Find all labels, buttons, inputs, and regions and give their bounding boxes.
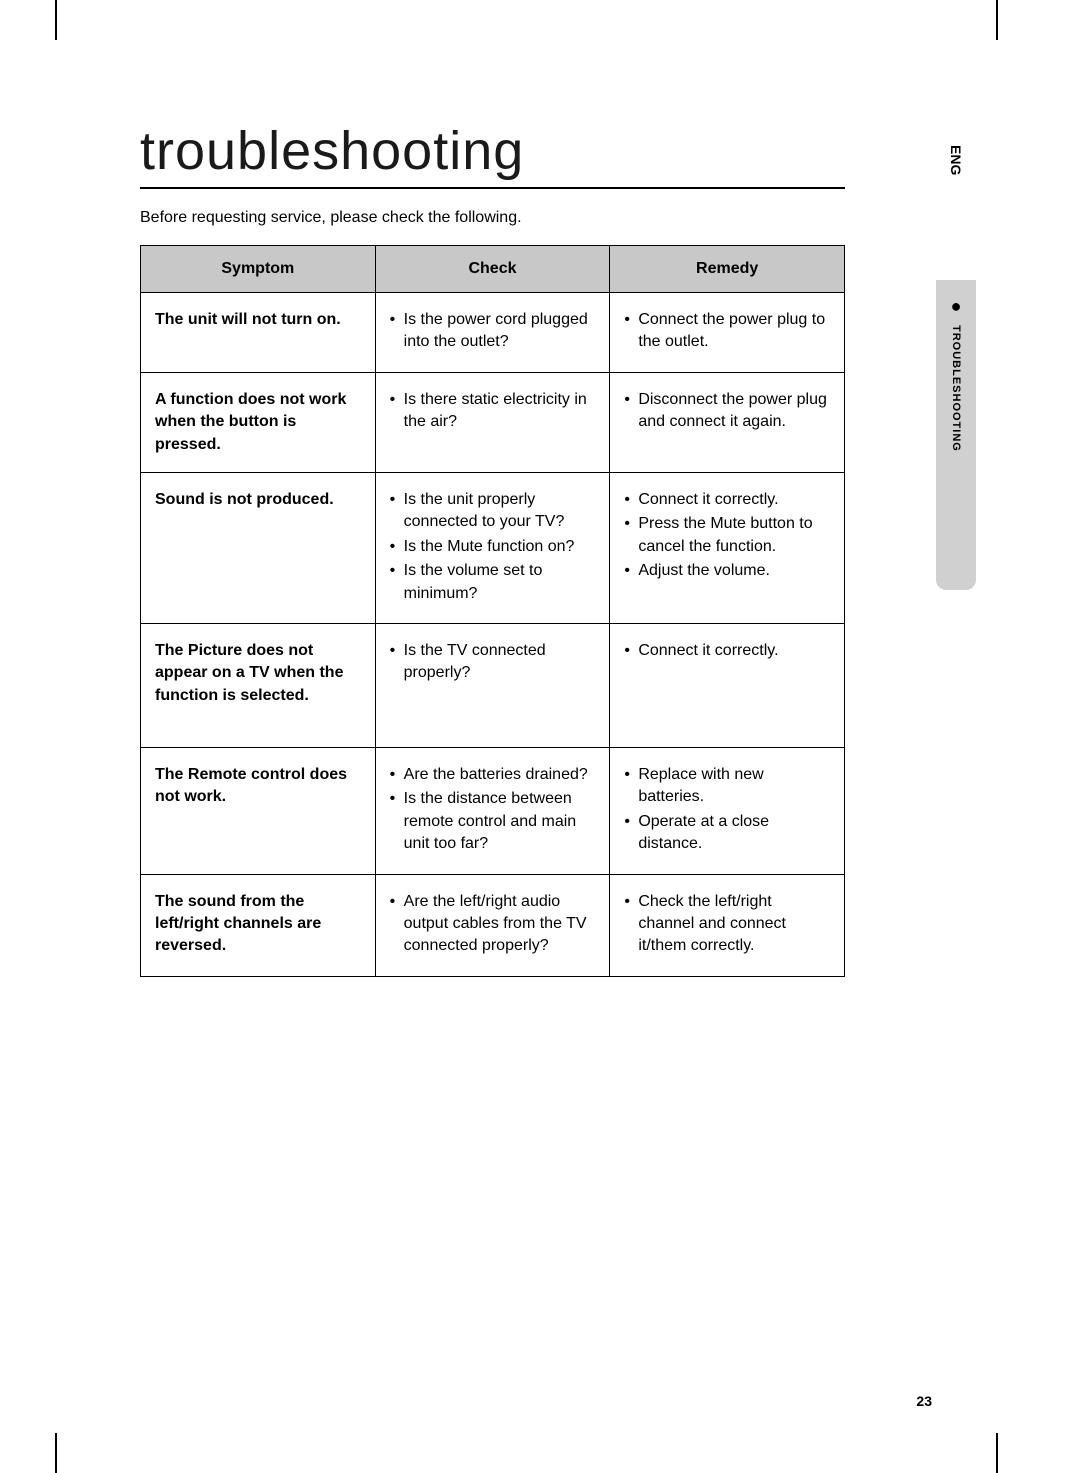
check-cell: Is the power cord plugged into the outle… — [375, 293, 610, 373]
check-item: Is the Mute function on? — [390, 536, 596, 558]
symptom-cell: The Picture does not appear on a TV when… — [141, 623, 376, 747]
table-row: Sound is not produced. Is the unit proper… — [141, 472, 845, 623]
remedy-cell: Connect the power plug to the outlet. — [610, 293, 845, 373]
symptom-cell: The Remote control does not work. — [141, 748, 376, 875]
table-row: A function does not work when the button… — [141, 372, 845, 472]
check-item: Are the batteries drained? — [390, 764, 596, 786]
check-item: Are the left/right audio output cables f… — [390, 891, 596, 958]
remedy-cell: Connect it correctly.Press the Mute butt… — [610, 472, 845, 623]
remedy-item: Press the Mute button to cancel the func… — [624, 513, 830, 558]
table-row: The unit will not turn on. Is the power c… — [141, 293, 845, 373]
page-title: troubleshooting — [140, 120, 845, 189]
symptom-cell: A function does not work when the button… — [141, 372, 376, 472]
remedy-item: Adjust the volume. — [624, 560, 830, 582]
crop-mark — [55, 1433, 57, 1473]
check-cell: Are the batteries drained?Is the distanc… — [375, 748, 610, 875]
crop-mark — [996, 0, 998, 40]
check-item: Is the volume set to minimum? — [390, 560, 596, 605]
check-cell: Is the unit properly connected to your T… — [375, 472, 610, 623]
symptom-cell: The unit will not turn on. — [141, 293, 376, 373]
page-content: troubleshooting Before requesting servic… — [140, 120, 845, 977]
section-tab: ● TROUBLESHOOTING — [936, 280, 976, 590]
remedy-item: Replace with new batteries. — [624, 764, 830, 809]
page-number: 23 — [916, 1393, 932, 1409]
remedy-item: Connect it correctly. — [624, 489, 830, 511]
check-item: Is the TV connected properly? — [390, 640, 596, 685]
crop-mark — [996, 1433, 998, 1473]
symptom-cell: The sound from the left/right channels a… — [141, 874, 376, 976]
troubleshooting-table: Symptom Check Remedy The unit will not t… — [140, 245, 845, 977]
table-header-remedy: Remedy — [610, 246, 845, 293]
remedy-item: Check the left/right channel and connect… — [624, 891, 830, 958]
check-cell: Is the TV connected properly? — [375, 623, 610, 747]
remedy-item: Connect it correctly. — [624, 640, 830, 662]
remedy-cell: Disconnect the power plug and connect it… — [610, 372, 845, 472]
language-indicator: ENG — [948, 145, 964, 175]
check-item: Is there static electricity in the air? — [390, 389, 596, 434]
table-row: The Picture does not appear on a TV when… — [141, 623, 845, 747]
intro-text: Before requesting service, please check … — [140, 209, 845, 227]
check-item: Is the unit properly connected to your T… — [390, 489, 596, 534]
check-cell: Is there static electricity in the air? — [375, 372, 610, 472]
remedy-cell: Replace with new batteries.Operate at a … — [610, 748, 845, 875]
section-tab-label: TROUBLESHOOTING — [950, 325, 962, 452]
table-row: The Remote control does not work.Are the… — [141, 748, 845, 875]
table-row: The sound from the left/right channels a… — [141, 874, 845, 976]
remedy-cell: Connect it correctly. — [610, 623, 845, 747]
check-cell: Are the left/right audio output cables f… — [375, 874, 610, 976]
table-header-check: Check — [375, 246, 610, 293]
check-item: Is the power cord plugged into the outle… — [390, 309, 596, 354]
remedy-item: Connect the power plug to the outlet. — [624, 309, 830, 354]
symptom-cell: Sound is not produced. — [141, 472, 376, 623]
remedy-item: Disconnect the power plug and connect it… — [624, 389, 830, 434]
section-bullet-icon: ● — [951, 296, 962, 317]
remedy-item: Operate at a close distance. — [624, 811, 830, 856]
crop-mark — [55, 0, 57, 40]
remedy-cell: Check the left/right channel and connect… — [610, 874, 845, 976]
table-header-symptom: Symptom — [141, 246, 376, 293]
check-item: Is the distance between remote control a… — [390, 788, 596, 855]
